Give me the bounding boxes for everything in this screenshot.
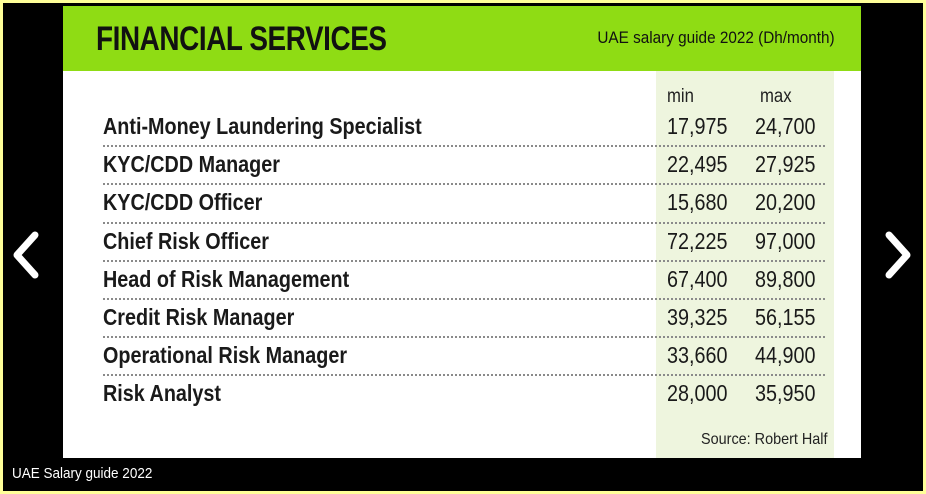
salary-guide-image: FINANCIAL SERVICES UAE salary guide 2022…: [63, 6, 861, 458]
job-title: Credit Risk Manager: [103, 303, 295, 330]
max-column-header: max: [760, 86, 792, 107]
source-note: Source: Robert Half: [701, 431, 828, 448]
table-row: Risk Analyst 28,000 35,950: [103, 376, 825, 414]
max-salary: 89,800: [755, 265, 816, 292]
card-title: FINANCIAL SERVICES: [96, 20, 387, 58]
min-salary: 72,225: [667, 227, 728, 254]
max-salary: 20,200: [755, 189, 816, 216]
min-salary: 39,325: [667, 303, 728, 330]
min-salary: 17,975: [667, 113, 728, 139]
salary-table: Anti-Money Laundering Specialist 17,975 …: [103, 109, 825, 415]
previous-slide-button[interactable]: [5, 225, 45, 285]
min-salary: 28,000: [667, 380, 728, 407]
table-row: Operational Risk Manager 33,660 44,900: [103, 338, 825, 377]
job-title: Anti-Money Laundering Specialist: [103, 113, 422, 139]
min-salary: 22,495: [667, 151, 728, 178]
table-row: Head of Risk Management 67,400 89,800: [103, 262, 825, 300]
max-salary: 56,155: [755, 303, 816, 330]
table-row: Chief Risk Officer 72,225 97,000: [103, 224, 825, 262]
number-column-background: [656, 71, 834, 458]
max-salary: 35,950: [755, 380, 816, 407]
job-title: Risk Analyst: [103, 380, 221, 407]
image-caption: UAE Salary guide 2022: [12, 465, 153, 482]
job-title: Chief Risk Officer: [103, 227, 269, 254]
image-viewer: FINANCIAL SERVICES UAE salary guide 2022…: [3, 3, 923, 491]
table-row: KYC/CDD Officer 15,680 20,200: [103, 185, 825, 224]
min-salary: 67,400: [667, 265, 728, 292]
max-salary: 44,900: [755, 342, 816, 369]
job-title: Operational Risk Manager: [103, 342, 348, 369]
header-banner: FINANCIAL SERVICES UAE salary guide 2022…: [63, 6, 861, 71]
chevron-left-icon: [13, 231, 39, 279]
min-column-header: min: [667, 86, 694, 107]
job-title: Head of Risk Management: [103, 265, 350, 292]
table-row: Anti-Money Laundering Specialist 17,975 …: [103, 109, 825, 148]
min-salary: 33,660: [667, 342, 728, 369]
card-subtitle: UAE salary guide 2022 (Dh/month): [597, 28, 835, 47]
job-title: KYC/CDD Officer: [103, 189, 263, 216]
min-salary: 15,680: [667, 189, 728, 216]
chevron-right-icon: [885, 231, 911, 279]
table-row: KYC/CDD Manager 22,495 27,925: [103, 147, 825, 186]
table-row: Credit Risk Manager 39,325 56,155: [103, 300, 825, 339]
next-slide-button[interactable]: [879, 225, 919, 285]
job-title: KYC/CDD Manager: [103, 151, 280, 178]
max-salary: 97,000: [755, 227, 816, 254]
max-salary: 27,925: [755, 151, 816, 178]
max-salary: 24,700: [755, 113, 816, 139]
